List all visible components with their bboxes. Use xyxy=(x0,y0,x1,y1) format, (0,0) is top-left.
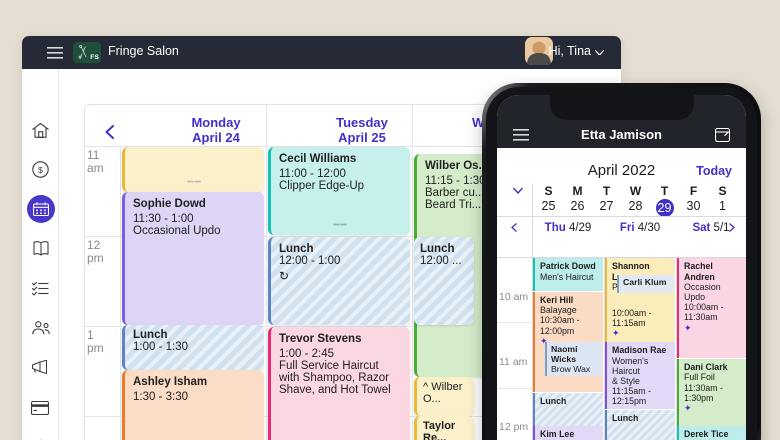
svg-text:$: $ xyxy=(38,165,43,175)
